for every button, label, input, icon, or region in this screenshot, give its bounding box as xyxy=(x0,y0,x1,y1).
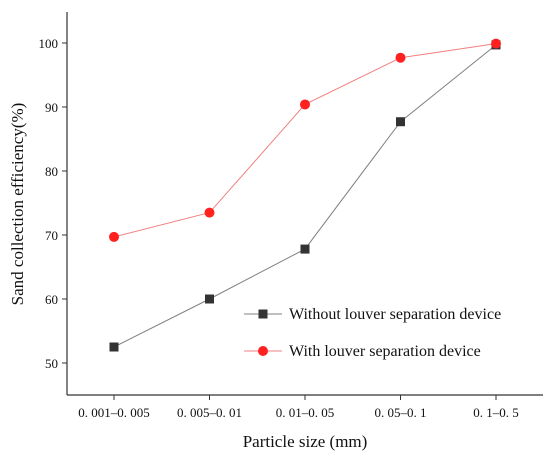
data-point-circle xyxy=(300,99,310,110)
data-point-square xyxy=(205,294,214,304)
x-tick-label: 0. 1–0. 5 xyxy=(473,405,519,420)
legend-marker-with xyxy=(258,346,268,356)
y-tick-label: 80 xyxy=(45,164,58,179)
series-line-1 xyxy=(113,43,497,238)
legend-label-with: With louver separation device xyxy=(289,343,481,360)
data-point-square xyxy=(109,342,119,352)
data-point-circle xyxy=(109,231,119,242)
y-ticks: 50 60 70 80 90 100 xyxy=(39,36,67,371)
x-axis-title: Particle size (mm) xyxy=(243,432,368,451)
x-ticks: 0. 001–0. 005 0. 005–0. 01 0. 01–0. 05 0. 0… xyxy=(78,395,519,420)
data-point-square xyxy=(300,244,310,254)
legend: Without louver separation device With lo… xyxy=(244,306,501,360)
series-line-0 xyxy=(113,44,497,348)
y-tick-label: 60 xyxy=(45,292,58,307)
y-tick-label: 90 xyxy=(45,100,58,115)
y-tick-label: 50 xyxy=(45,356,58,371)
data-point-circle xyxy=(204,207,215,218)
legend-label-without: Without louver separation device xyxy=(289,306,501,323)
data-point-circle xyxy=(395,52,406,63)
y-tick-label: 70 xyxy=(45,228,58,243)
x-tick-label: 0. 001–0. 005 xyxy=(78,405,150,420)
y-axis-title: Sand collection efficiency(%) xyxy=(8,103,27,306)
x-tick-label: 0. 01–0. 05 xyxy=(276,405,335,420)
y-tick-label: 100 xyxy=(39,36,59,51)
data-point-square xyxy=(396,117,405,127)
legend-marker-without xyxy=(258,309,268,319)
x-tick-label: 0. 005–0. 01 xyxy=(177,405,242,420)
series-layer xyxy=(109,38,501,352)
data-point-circle xyxy=(491,38,501,49)
x-tick-label: 0. 05–0. 1 xyxy=(375,405,427,420)
